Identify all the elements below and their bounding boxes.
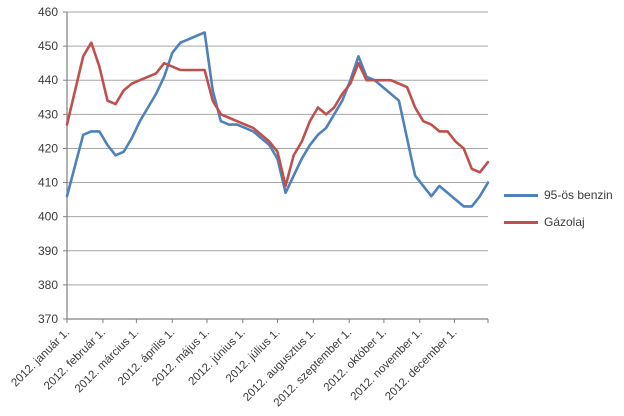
y-axis-label: 390 [38,244,58,258]
y-axis-label: 420 [38,141,58,155]
legend-label-gazolaj: Gázolaj [544,215,585,229]
legend-swatch-benzin [504,193,538,197]
chart-legend: 95-ös benzin Gázolaj [504,186,613,231]
y-axis-label: 380 [38,278,58,292]
x-axis-label: 2012. február 1. [42,327,108,393]
y-axis-label: 460 [38,5,58,19]
y-axis-label: 400 [38,210,58,224]
x-axis-label: 2012. március 1. [73,327,142,396]
legend-label-benzin: 95-ös benzin [544,188,613,202]
y-axis-label: 440 [38,73,58,87]
series-line-benzin [65,31,490,208]
x-axis-label: 2012. október 1. [322,327,389,394]
legend-item-gazolaj: Gázolaj [504,213,613,231]
y-axis-label: 430 [38,107,58,121]
y-axis-label: 370 [38,312,58,326]
series-line-gazolaj [65,41,490,188]
legend-swatch-gazolaj [504,220,538,224]
legend-item-benzin: 95-ös benzin [504,186,613,204]
y-axis-label: 450 [38,39,58,53]
y-axis-label: 410 [38,176,58,190]
